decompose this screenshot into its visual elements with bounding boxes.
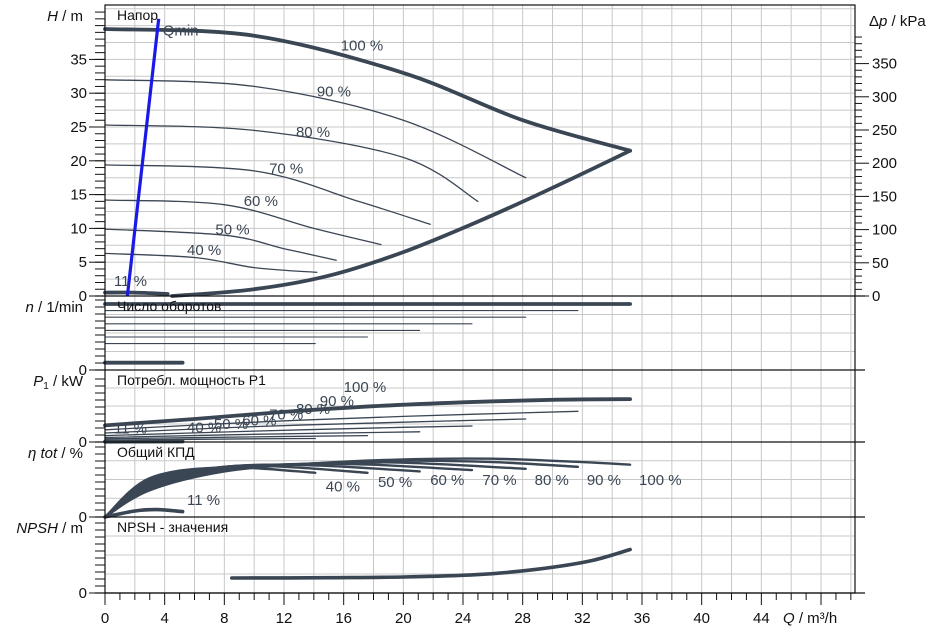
panel-title: NPSH - значения [117, 519, 228, 535]
x-tick-label: 24 [455, 610, 472, 627]
y-axis-label: P1 / kW [33, 373, 84, 392]
efficiency-curve-label: 90 % [587, 472, 621, 489]
right-y-tick-label: 250 [872, 122, 897, 139]
y-axis-label: H / m [47, 8, 83, 25]
head-curve-label: 100 % [341, 38, 384, 55]
power-curve-label: 80 % [296, 401, 330, 418]
x-tick-label: 4 [160, 610, 168, 627]
power-curve-label: 11 % [114, 421, 147, 438]
efficiency-curve-label: 80 % [535, 472, 569, 489]
y-tick-label: 30 [70, 85, 87, 102]
efficiency-curve-label: 70 % [482, 472, 516, 489]
x-tick-label: 28 [514, 610, 531, 627]
x-tick-label: 8 [220, 610, 228, 627]
head-curve-label: 70 % [269, 161, 303, 178]
curves [103, 18, 632, 580]
y-tick-label: 20 [70, 153, 87, 170]
npsh-curve-100 [230, 547, 632, 580]
power-curve-label: 100 % [344, 379, 387, 396]
efficiency-curve-11 [103, 507, 185, 519]
head-curve-label: 40 % [187, 242, 221, 259]
right-y-tick-label: 50 [872, 255, 889, 272]
power-curve-label: 40 % [187, 419, 221, 436]
x-tick-label: 44 [753, 610, 770, 627]
y-tick-label: 0 [79, 509, 87, 526]
right-axis-label: Δp / kPa [869, 13, 926, 30]
head-curve-11 [103, 290, 170, 296]
power-curve-80 [104, 418, 527, 434]
head-curve-60 [104, 199, 382, 246]
right-y-tick-label: 300 [872, 89, 897, 106]
right-y-tick-label: 350 [872, 56, 897, 73]
plot-frame [104, 4, 856, 594]
head-curve-80 [104, 124, 479, 203]
y-tick-label: 35 [70, 51, 87, 68]
right-y-tick-label: 100 [872, 222, 897, 239]
grid [104, 5, 855, 593]
efficiency-curve-label: 100 % [639, 472, 682, 489]
power-curve-90 [104, 410, 579, 431]
y-tick-label: 5 [79, 254, 87, 271]
right-y-tick-label: 200 [872, 155, 897, 172]
power-curve-label: 50 % [214, 416, 248, 433]
x-tick-label: 40 [693, 610, 710, 627]
head-curve-label: 80 % [296, 124, 330, 141]
x-tick-label: 12 [276, 610, 293, 627]
efficiency-curve-40 [103, 466, 317, 519]
power-curve-70 [104, 425, 473, 437]
head-curve-label: 90 % [317, 84, 351, 101]
y-tick-label: 0 [79, 288, 87, 305]
y-tick-label: 25 [70, 119, 87, 136]
x-tick-label: 32 [574, 610, 591, 627]
power-curve-label: 60 % [242, 412, 276, 429]
head-curve-label: 60 % [244, 193, 278, 210]
efficiency-curve-label: 40 % [326, 479, 360, 496]
y-axis-label: n / 1/min [25, 299, 83, 316]
panel-title: Число оборотов [117, 298, 222, 314]
panel-title: Потребл. мощность P1 [117, 372, 266, 388]
right-y-tick-label: 150 [872, 188, 897, 205]
power-curve-label: 70 % [269, 407, 303, 424]
qmin-line [125, 18, 161, 297]
head-curve-label: 11 % [114, 273, 147, 290]
x-tick-label: 20 [395, 610, 412, 627]
y-tick-label: 0 [79, 585, 87, 602]
power-curve-label: 90 % [320, 393, 354, 410]
head-curve-label: 50 % [215, 221, 249, 238]
panel-title: Общий КПД [117, 444, 195, 460]
x-tick-label: 36 [634, 610, 651, 627]
head-curve-70 [104, 164, 431, 225]
power-curve-50 [104, 434, 369, 440]
head-curve-90 [104, 79, 527, 179]
right-y-tick-label: 0 [872, 288, 880, 305]
x-axis-label: Q / m³/h [783, 610, 837, 627]
power-curve-60 [104, 431, 421, 439]
x-tick-label: 0 [101, 610, 109, 627]
y-tick-label: 10 [70, 220, 87, 237]
y-tick-label: 0 [79, 362, 87, 379]
head-curve-envelope [170, 148, 632, 298]
chart-frame [89, 4, 869, 605]
efficiency-curve-label: 60 % [430, 472, 464, 489]
power-curve-100 [103, 397, 632, 428]
x-tick-label: 16 [335, 610, 352, 627]
y-tick-label: 15 [70, 187, 87, 204]
qmin-label: Qmin [163, 23, 199, 40]
y-axis-label: η tot / % [28, 445, 83, 462]
head-curve-50 [104, 228, 337, 261]
head-curve-40 [104, 252, 318, 273]
y-tick-label: 0 [79, 434, 87, 451]
y-axis-label: NPSH / m [16, 520, 83, 537]
efficiency-curve-label: 50 % [378, 474, 412, 491]
head-curve-100 [103, 27, 632, 153]
efficiency-curve-label: 11 % [187, 492, 220, 509]
panel-title: Напор [117, 7, 158, 23]
